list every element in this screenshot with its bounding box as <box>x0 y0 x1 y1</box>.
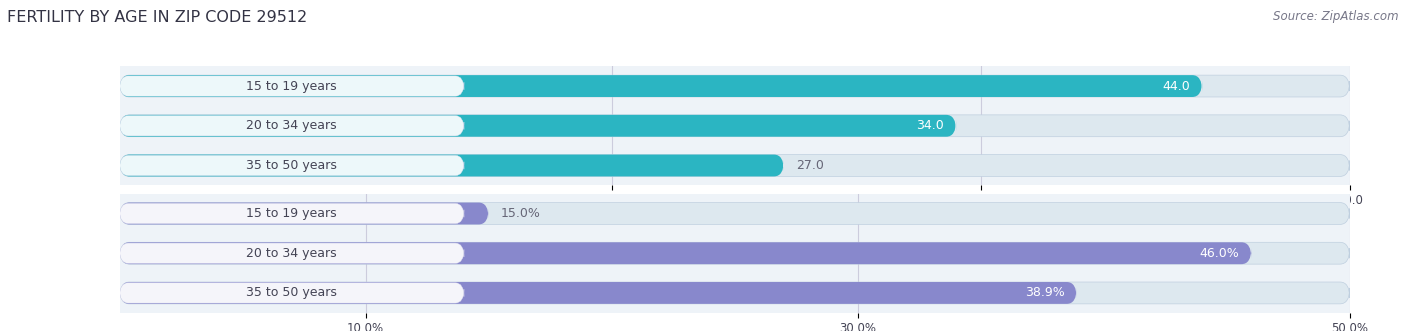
Text: 38.9%: 38.9% <box>1025 286 1064 300</box>
FancyBboxPatch shape <box>120 155 464 176</box>
Text: FERTILITY BY AGE IN ZIP CODE 29512: FERTILITY BY AGE IN ZIP CODE 29512 <box>7 10 308 25</box>
FancyBboxPatch shape <box>120 283 464 303</box>
FancyBboxPatch shape <box>120 76 464 96</box>
FancyBboxPatch shape <box>120 116 464 136</box>
Text: 46.0%: 46.0% <box>1199 247 1239 260</box>
FancyBboxPatch shape <box>120 203 489 224</box>
FancyBboxPatch shape <box>120 242 1350 264</box>
FancyBboxPatch shape <box>120 155 1350 176</box>
Text: 35 to 50 years: 35 to 50 years <box>246 159 337 172</box>
FancyBboxPatch shape <box>120 155 785 176</box>
FancyBboxPatch shape <box>120 75 1202 97</box>
Text: 15.0%: 15.0% <box>501 207 541 220</box>
FancyBboxPatch shape <box>120 203 464 224</box>
FancyBboxPatch shape <box>120 115 956 137</box>
Text: 15 to 19 years: 15 to 19 years <box>246 79 337 93</box>
Text: 20 to 34 years: 20 to 34 years <box>246 119 337 132</box>
Text: 34.0: 34.0 <box>917 119 943 132</box>
Text: 35 to 50 years: 35 to 50 years <box>246 286 337 300</box>
FancyBboxPatch shape <box>120 203 1350 224</box>
FancyBboxPatch shape <box>120 282 1350 304</box>
FancyBboxPatch shape <box>120 243 464 263</box>
Text: 15 to 19 years: 15 to 19 years <box>246 207 337 220</box>
FancyBboxPatch shape <box>120 242 1251 264</box>
Text: 27.0: 27.0 <box>796 159 824 172</box>
Text: 20 to 34 years: 20 to 34 years <box>246 247 337 260</box>
FancyBboxPatch shape <box>120 75 1350 97</box>
Text: Source: ZipAtlas.com: Source: ZipAtlas.com <box>1274 10 1399 23</box>
FancyBboxPatch shape <box>120 282 1077 304</box>
FancyBboxPatch shape <box>120 115 1350 137</box>
Text: 44.0: 44.0 <box>1163 79 1189 93</box>
